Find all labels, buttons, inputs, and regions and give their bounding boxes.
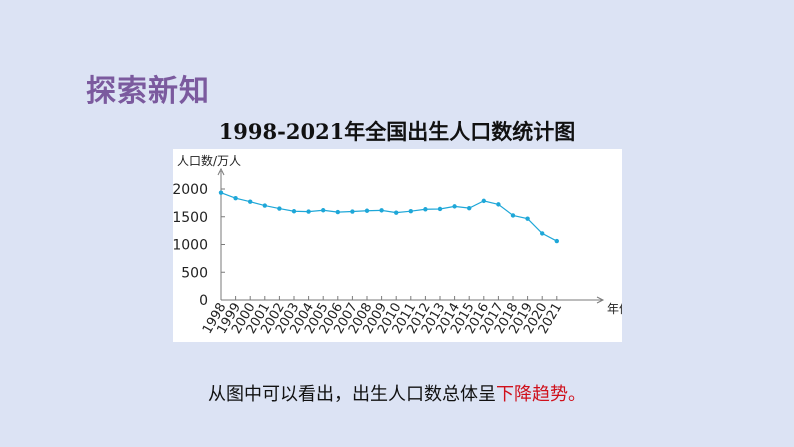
data-point [394,210,399,215]
data-point [364,208,370,213]
y-tick-label: 500 [181,265,208,281]
data-point [321,208,326,213]
y-tick-label: 0 [199,293,208,309]
y-tick-label: 1000 [173,238,208,254]
data-point [481,198,486,204]
y-axis-arrow [217,167,225,176]
chart-panel: 人口数/万人年份05001000150020001998199920002001… [173,149,622,342]
data-point [510,213,516,218]
x-axis-label: 年份 [607,302,622,316]
section-title: 探索新知 [86,74,210,109]
conclusion-highlight: 下降趋势。 [496,384,586,405]
y-tick-label: 1500 [173,210,208,226]
y-axis-label: 人口数/万人 [177,153,241,168]
data-point [291,209,297,214]
conclusion-prefix: 从图中可以看出，出生人口数总体呈 [208,384,496,405]
data-point [218,190,224,195]
data-point [437,206,443,212]
data-point [452,204,457,209]
data-point [379,208,384,213]
data-point [496,202,501,207]
chart-title: 1998-2021年全国出生人口数统计图 [218,119,576,144]
data-point [262,203,267,208]
data-point [306,209,311,214]
series-line [220,192,558,242]
data-point [554,238,559,244]
data-point [233,196,238,201]
data-point [525,216,530,221]
x-axis-arrow [596,296,605,304]
data-point [467,205,472,211]
data-point [408,209,413,214]
data-point [277,206,282,211]
data-point [540,231,545,236]
data-point [335,209,340,215]
data-point [248,199,253,204]
data-point [350,209,355,214]
y-tick-label: 2000 [173,182,208,198]
line-chart: 人口数/万人年份05001000150020001998199920002001… [173,153,622,337]
conclusion-text: 从图中可以看出，出生人口数总体呈下降趋势。 [0,380,794,406]
data-point [423,207,428,212]
